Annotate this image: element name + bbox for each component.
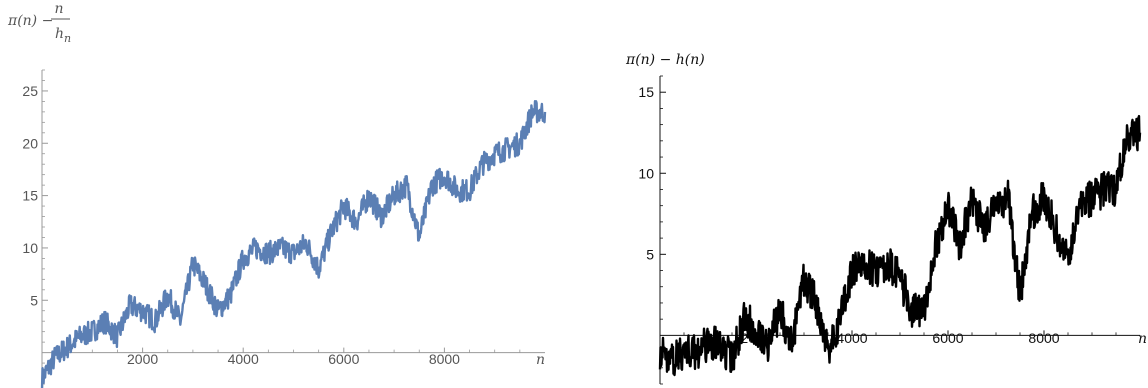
- chart-2-ylabel: π(n) − h(n): [625, 52, 705, 68]
- chart-1-xlabel: n: [536, 352, 545, 368]
- chart-2-xlabel: n: [1138, 331, 1147, 347]
- chart-2-y-tick-label: 5: [646, 246, 654, 262]
- chart-1-y-tick-label: 25: [22, 83, 38, 99]
- chart-1-y-tick-label: 20: [22, 135, 38, 151]
- chart-2-y-tick-label: 10: [638, 165, 654, 181]
- chart-2-y-tick-label: 15: [638, 84, 654, 100]
- chart-2-series: [658, 114, 1142, 377]
- chart-1-x-tick-label: 6000: [328, 351, 359, 367]
- chart-1-ylabel-prefix: π(n) −: [7, 13, 53, 29]
- chart-2-x-tick-label: 8000: [1028, 330, 1059, 346]
- chart-2-series-line: [658, 114, 1142, 377]
- chart-1-x-tick-label: 8000: [429, 351, 460, 367]
- chart-1-x-tick-label: 2000: [127, 351, 158, 367]
- chart-1-series: [40, 99, 547, 388]
- chart-1-ticks: 2000 4000 6000 8000 5 10 15 20 25: [22, 69, 521, 385]
- chart-1-ylabel-frac-den-base: h: [55, 26, 64, 42]
- chart-1-ylabel-frac-denominator: hn: [55, 26, 71, 45]
- chart-2-axes: [659, 76, 1140, 384]
- chart-1-y-tick-label: 5: [30, 292, 38, 308]
- chart-1-ylabel-frac-den-sub: n: [64, 32, 71, 45]
- chart-1-series-line: [40, 99, 547, 388]
- chart-1-y-axis-label: π(n) − n hn: [7, 1, 71, 45]
- chart-2-x-tick-label: 4000: [836, 330, 867, 346]
- chart-1-y-tick-label: 10: [22, 240, 38, 256]
- chart-1-ylabel-frac-numerator: n: [54, 1, 63, 17]
- chart-1-y-tick-label: 15: [22, 188, 38, 204]
- chart-2-x-tick-label: 6000: [932, 330, 963, 346]
- chart-1-x-tick-label: 4000: [228, 351, 259, 367]
